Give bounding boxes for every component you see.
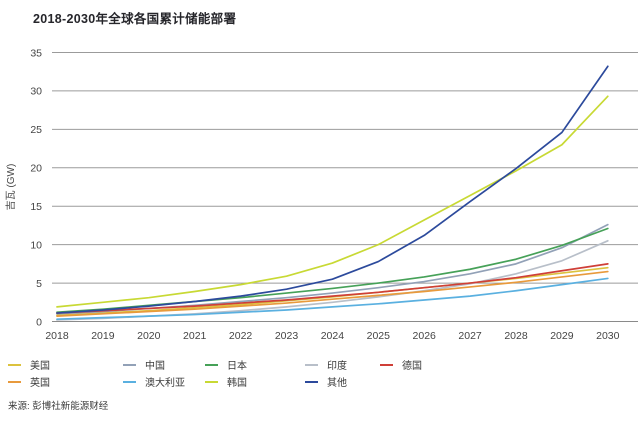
legend-item-1: 中国 <box>123 357 205 372</box>
y-tick-label: 0 <box>36 316 42 328</box>
x-tick-label: 2024 <box>321 330 345 342</box>
chart-title: 2018-2030年全球各国累计储能部署 <box>33 12 237 26</box>
legend-label: 澳大利亚 <box>145 378 185 389</box>
legend-dash-icon <box>380 363 393 366</box>
series-line-8 <box>56 65 609 314</box>
source-note: 来源: 彭博社新能源财经 <box>8 401 109 412</box>
x-tick-label: 2018 <box>45 330 69 342</box>
series-line-5 <box>56 270 609 317</box>
legend-dash-icon <box>205 380 218 383</box>
x-tick-label: 2021 <box>183 330 207 342</box>
legend-label: 美国 <box>30 361 50 372</box>
legend-dash-icon <box>123 380 136 383</box>
legend-label: 英国 <box>30 378 50 389</box>
y-tick-label: 5 <box>36 278 42 290</box>
legend-dash-icon <box>123 363 136 366</box>
y-axis-title: 吉瓦 (GW) <box>5 164 17 211</box>
legend-item-0: 美国 <box>8 357 123 372</box>
y-tick-label: 30 <box>30 86 42 98</box>
legend-dash-icon <box>205 363 218 366</box>
legend-item-7: 韩国 <box>205 374 305 389</box>
legend-dash-icon <box>8 380 21 383</box>
legend-item-8: 其他 <box>305 374 380 389</box>
x-tick-label: 2025 <box>367 330 391 342</box>
y-tick-label: 10 <box>30 239 42 251</box>
legend-label: 德国 <box>402 361 422 372</box>
y-tick-label: 20 <box>30 163 42 175</box>
series-line-4 <box>56 263 609 314</box>
chart-legend: 美国 中国 日本 印度 德国英国 澳大利亚 韩国 其他 <box>8 356 508 390</box>
x-tick-label: 2026 <box>413 330 437 342</box>
legend-dash-icon <box>305 363 318 366</box>
legend-item-3: 印度 <box>305 357 380 372</box>
y-tick-label: 15 <box>30 201 42 213</box>
y-tick-label: 35 <box>30 47 42 59</box>
legend-label: 韩国 <box>227 378 247 389</box>
x-tick-label: 2022 <box>229 330 253 342</box>
x-tick-label: 2029 <box>550 330 574 342</box>
series-line-1 <box>56 223 609 315</box>
legend-label: 其他 <box>327 378 347 389</box>
legend-item-5: 英国 <box>8 374 123 389</box>
legend-item-6: 澳大利亚 <box>123 374 205 389</box>
legend-item-4: 德国 <box>380 357 508 372</box>
x-tick-label: 2023 <box>275 330 299 342</box>
x-tick-label: 2028 <box>504 330 528 342</box>
legend-item-2: 日本 <box>205 357 305 372</box>
x-tick-label: 2027 <box>458 330 482 342</box>
legend-label: 印度 <box>327 361 347 372</box>
legend-dash-icon <box>8 363 21 366</box>
series-line-7 <box>56 95 609 308</box>
legend-label: 日本 <box>227 361 247 372</box>
y-tick-label: 25 <box>30 124 42 136</box>
legend-dash-icon <box>305 380 318 383</box>
x-tick-label: 2019 <box>91 330 115 342</box>
legend-label: 中国 <box>145 361 165 372</box>
x-tick-label: 2020 <box>137 330 161 342</box>
series-line-6 <box>56 277 609 321</box>
x-tick-label: 2030 <box>596 330 620 342</box>
